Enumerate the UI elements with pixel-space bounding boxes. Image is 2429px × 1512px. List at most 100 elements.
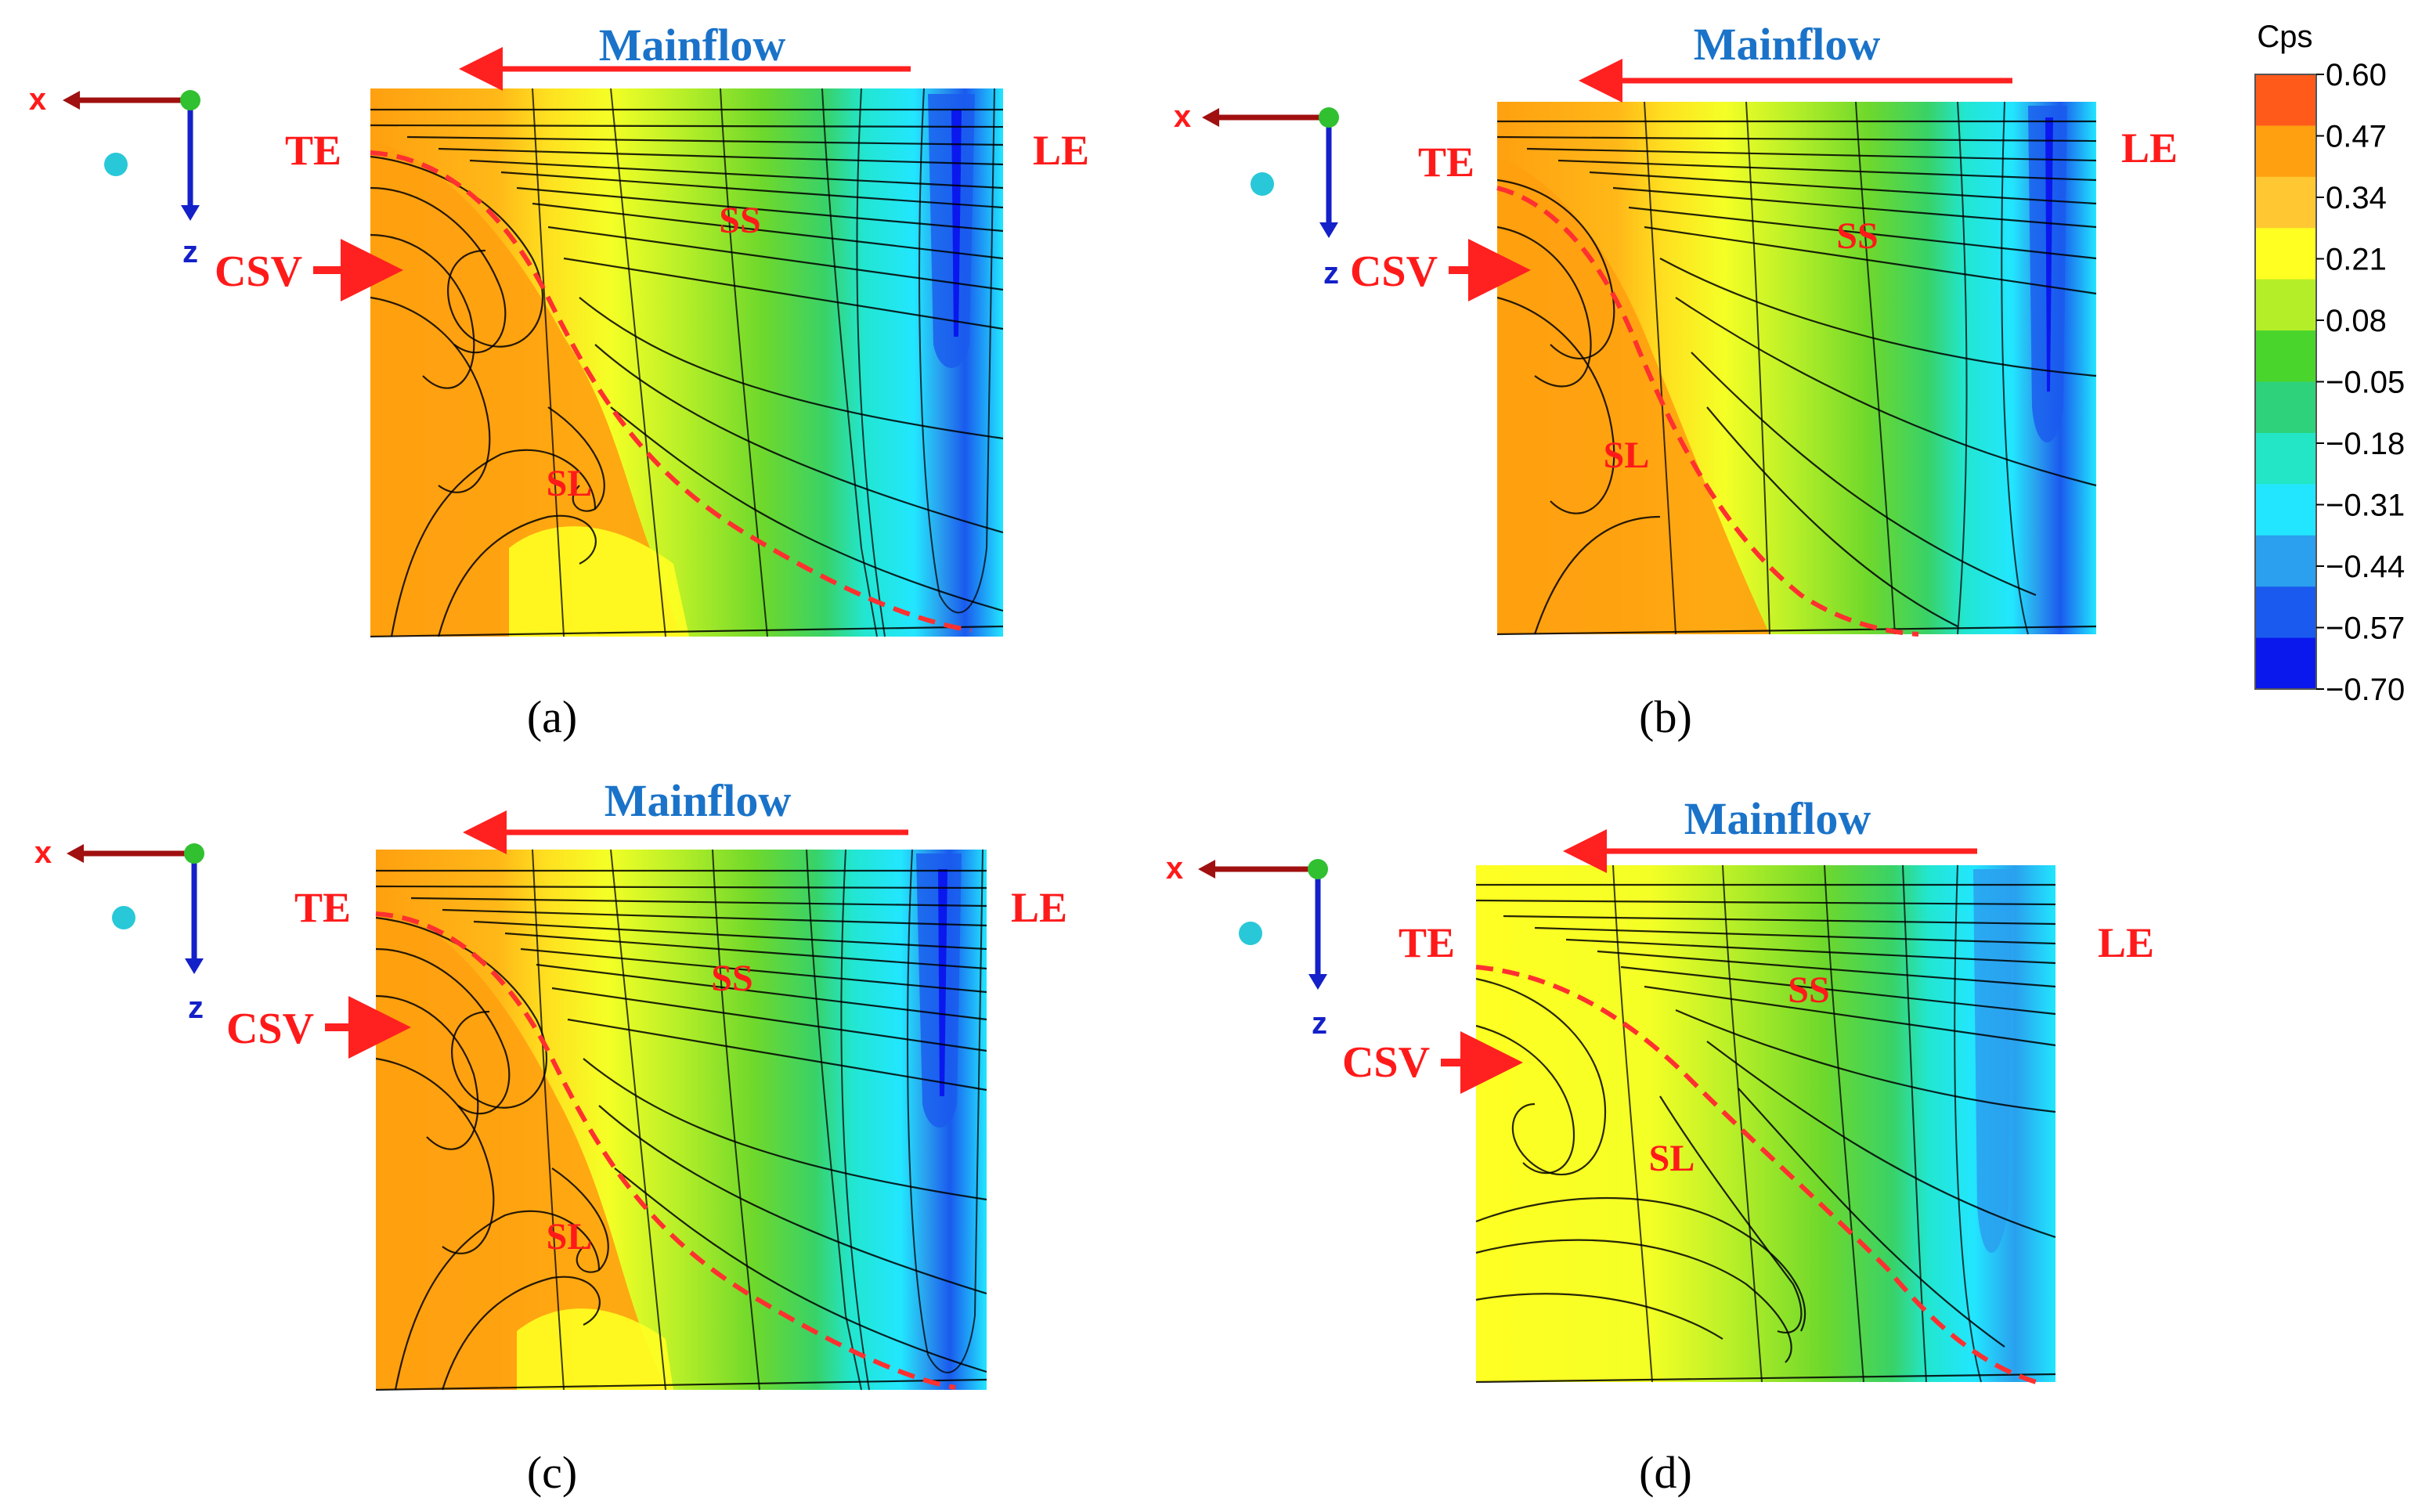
ss-label: SS [719,200,760,241]
streamlines [375,869,987,1391]
colorbar-tick-label: −0.57 [2326,612,2405,646]
colorbar-segment [2255,381,2316,434]
panel-caption: (a) [527,691,577,742]
plot-area [370,88,1004,638]
streamlines [1475,883,2056,1384]
colorbar-segment [2255,637,2316,690]
colorbar-tick-label: −0.31 [2326,489,2405,523]
plot-area [1496,101,2097,637]
axis-triad: x z [29,82,200,269]
colorbar-segment [2255,176,2316,229]
streamlines [1496,120,2097,636]
separation-line [375,911,956,1390]
csv-label: CSV [226,1005,314,1053]
ss-label: SS [1788,969,1829,1011]
mainflow-arrow: Mainflow [1579,19,2012,103]
colorbar-segment [2255,228,2316,280]
colorbar-segments [2255,74,2316,690]
colorbar-segment [2255,535,2316,587]
le-label: LE [2121,124,2178,171]
separation-line [370,150,972,633]
ss-label: SS [1836,215,1878,257]
colorbar-segment [2255,125,2316,178]
point-marker [1239,922,1262,945]
ss-label: SS [711,958,753,999]
sl-label: SL [1604,435,1650,476]
x-axis-label: x [29,82,46,117]
colorbar-segment [2255,74,2316,126]
csv-label: CSV [1342,1038,1430,1087]
mainflow-arrow: Mainflow [463,775,908,854]
point-marker [1251,172,1274,196]
point-marker [104,153,128,176]
mainflow-label: Mainflow [1694,19,1881,70]
panel-caption: (c) [527,1447,577,1498]
sl-label: SL [547,1216,593,1258]
x-axis-label: x [34,835,52,870]
colorbar-tick-label: −0.44 [2326,550,2405,584]
colorbar-tick-label: −0.70 [2326,673,2405,707]
colorbar-segment [2255,586,2316,639]
colorbar-segment [2255,432,2316,485]
separation-line [1496,186,1919,637]
csv-annotation: CSV [215,239,403,301]
origin-marker [1308,859,1328,879]
origin-marker [184,843,204,864]
z-axis-label: z [182,235,198,269]
csv-label: CSV [1350,247,1438,296]
le-label: LE [2098,919,2154,966]
colorbar: Cps 0.60 0.47 0.34 0.21 0.08 −0.05 −0.18 −0.31 −… [2254,20,2405,707]
csv-annotation: CSV [1342,1031,1523,1094]
colorbar-segment [2255,330,2316,382]
point-marker [112,906,135,929]
panel-caption: (d) [1639,1447,1692,1498]
origin-marker [1319,107,1339,128]
te-label: TE [285,127,341,174]
te-label: TE [1418,139,1474,186]
csv-annotation: CSV [1350,239,1531,301]
colorbar-tick-label: 0.47 [2326,120,2387,154]
panel-caption: (b) [1639,691,1692,742]
streamlines [370,108,1004,638]
x-axis-label: x [1166,851,1183,886]
colorbar-tick-label: 0.60 [2326,58,2387,92]
x-axis-label: x [1174,99,1191,134]
colorbar-segment [2255,484,2316,536]
csv-annotation: CSV [226,996,411,1059]
te-label: TE [1399,919,1455,966]
axis-triad: x z [1174,99,1339,290]
mainflow-arrow: Mainflow [1563,793,1977,873]
colorbar-tick-label: −0.18 [2326,427,2405,461]
z-axis-label: z [1323,256,1339,290]
plot-area [1475,864,2056,1384]
mainflow-label: Mainflow [605,775,792,826]
mainflow-label: Mainflow [1684,793,1871,844]
colorbar-segment [2255,279,2316,331]
panel-d: Mainflow TE LE SS SL CSV x z (d) [1166,793,2154,1498]
mainflow-arrow: Mainflow [459,20,911,91]
axis-triad: x z [1166,851,1328,1041]
z-axis-label: z [1312,1006,1327,1041]
colorbar-tick-label: 0.08 [2326,304,2387,338]
colorbar-tick-label: 0.21 [2326,243,2387,277]
csv-label: CSV [215,247,302,296]
panel-b: Mainflow TE LE SS SL CSV x z (b) [1174,19,2178,742]
plot-area [375,849,987,1391]
separation-line [1475,965,2037,1384]
colorbar-tick-label: 0.34 [2326,181,2387,215]
panel-c: Mainflow TE LE SS SL CSV x z (c) [34,775,1067,1498]
colorbar-tick-label: −0.05 [2326,366,2405,400]
sl-label: SL [547,463,593,504]
le-label: LE [1033,127,1089,174]
axis-triad: x z [34,835,204,1025]
z-axis-label: z [188,991,204,1025]
te-label: TE [294,884,351,931]
colorbar-ticks: 0.60 0.47 0.34 0.21 0.08 −0.05 −0.18 −0.31 −0.44… [2316,58,2405,707]
mainflow-label: Mainflow [599,20,786,70]
panel-a: Mainflow TE LE SS SL CSV x z (a) [29,20,1089,742]
le-label: LE [1011,884,1067,931]
contour-lines [1644,101,2029,635]
origin-marker [180,90,200,110]
sl-label: SL [1649,1138,1695,1179]
